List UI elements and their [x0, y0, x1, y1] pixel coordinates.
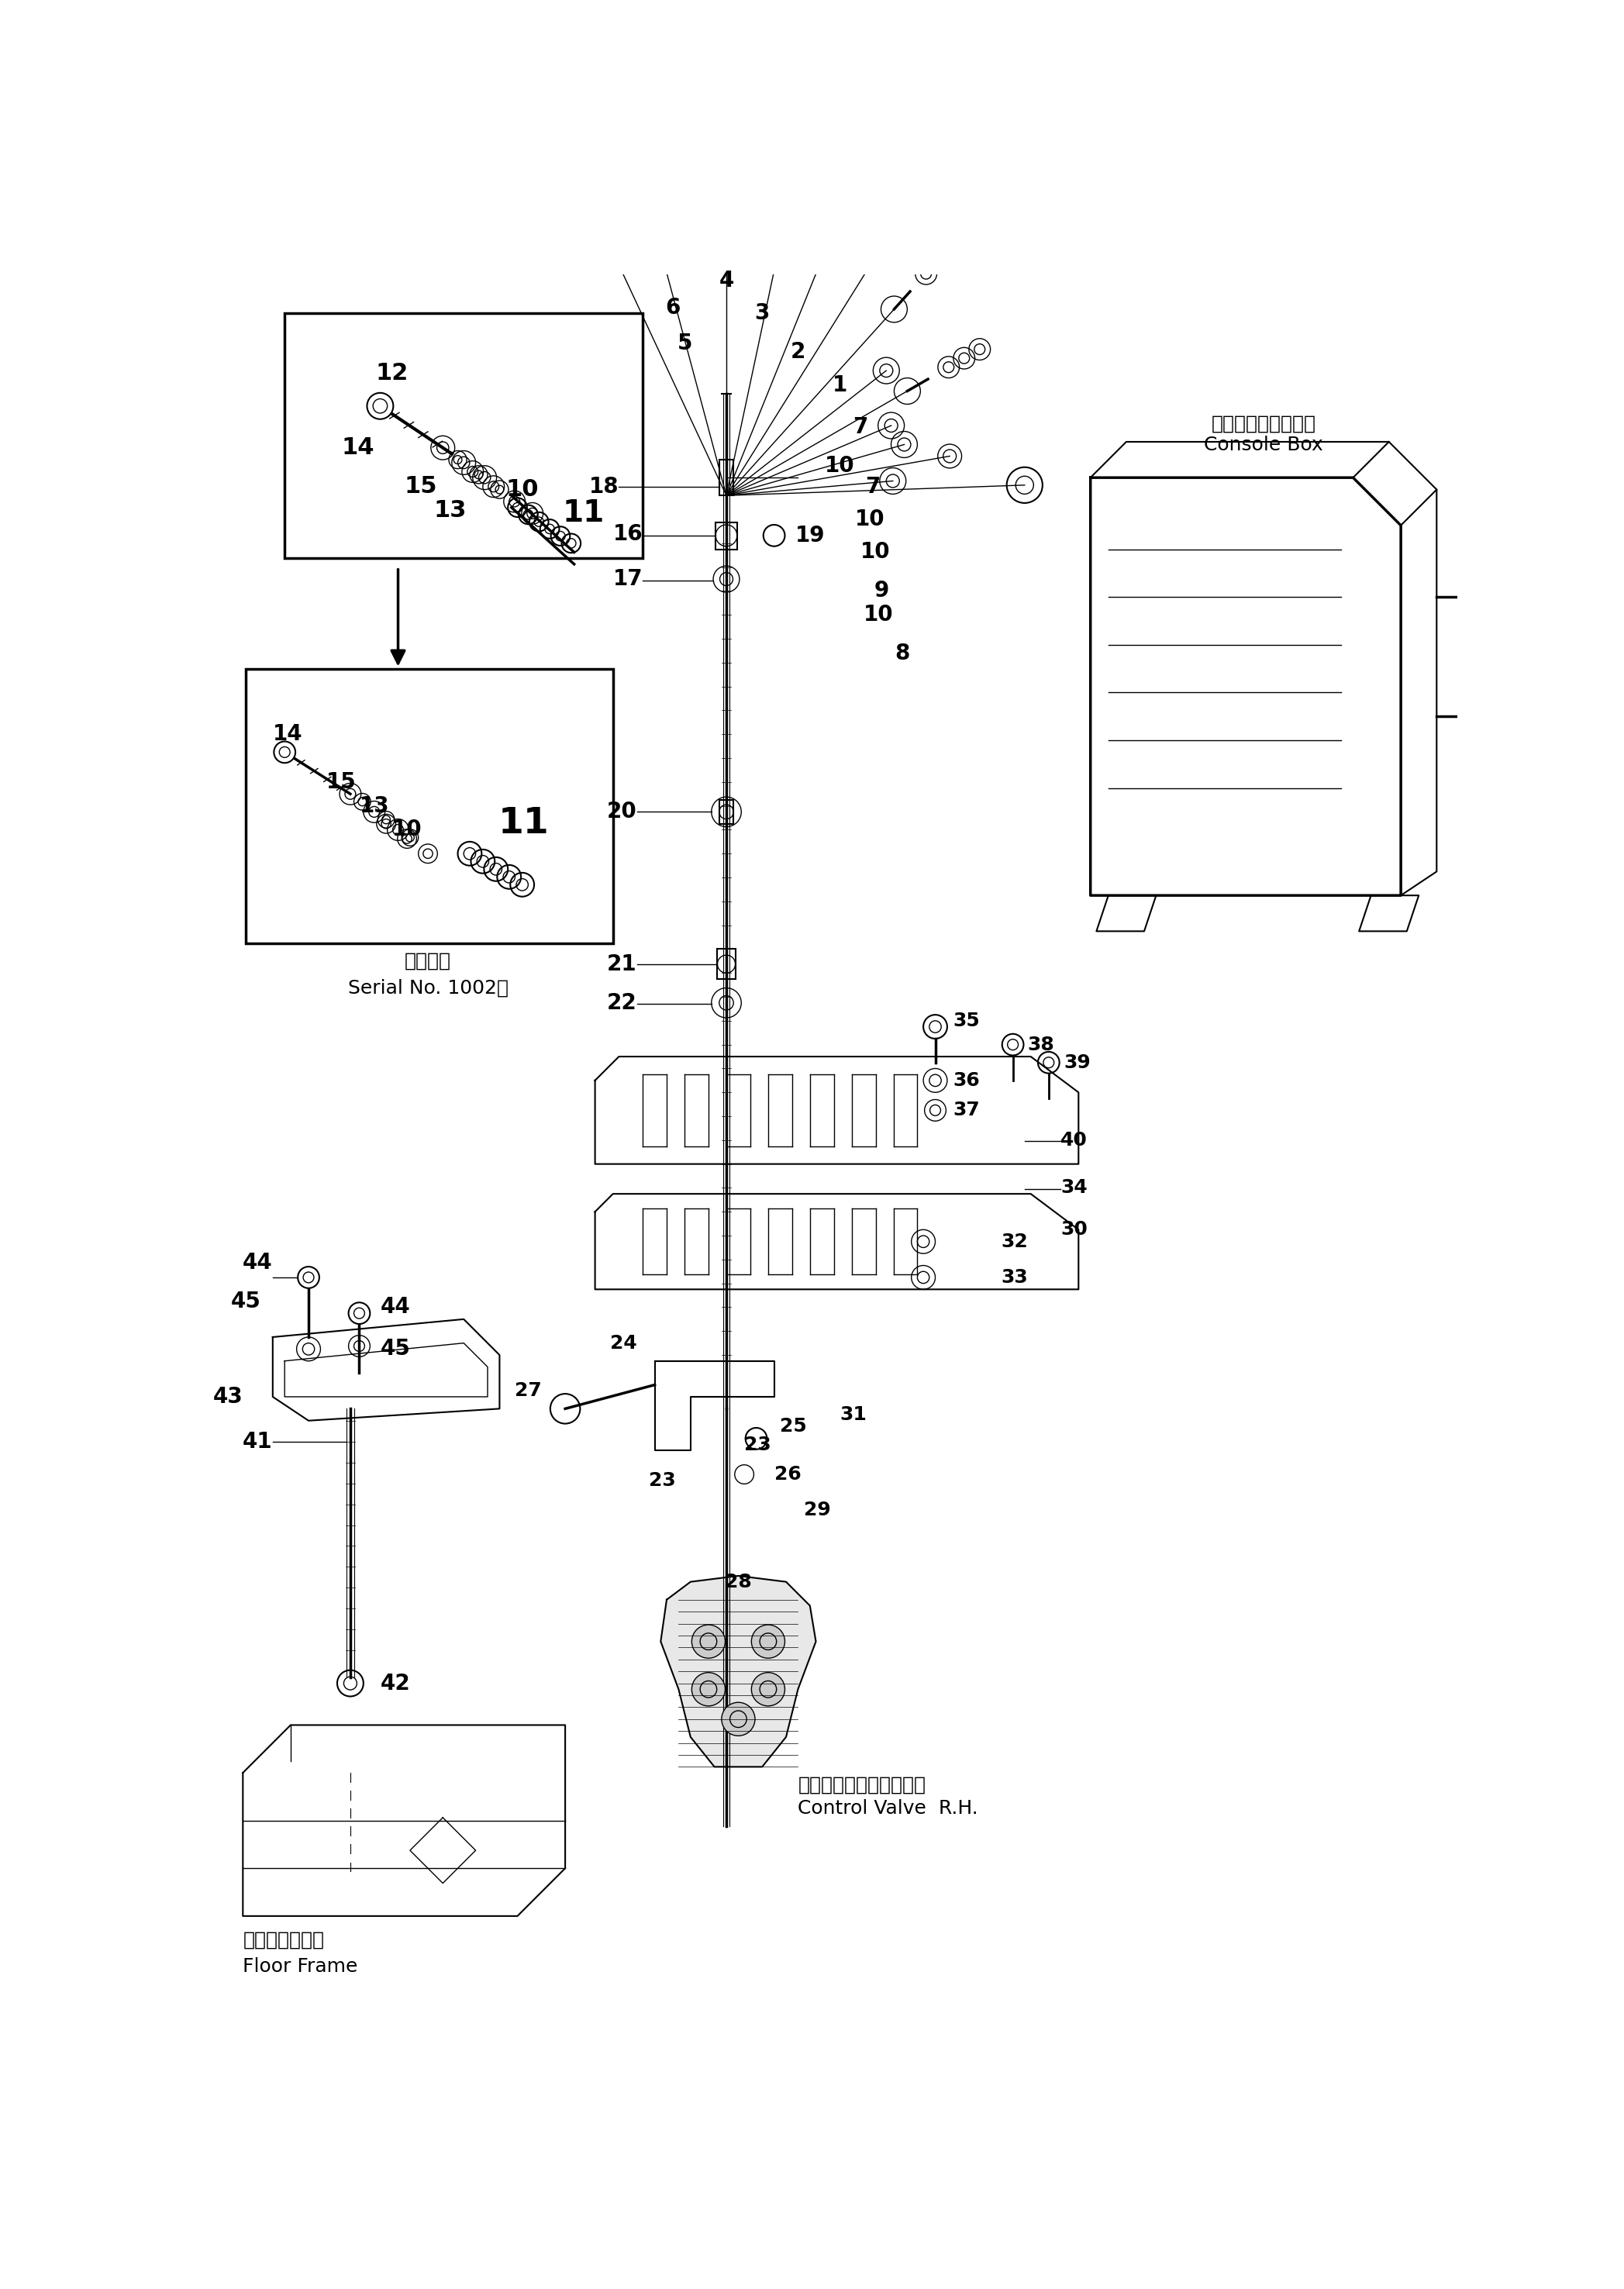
- Text: 30: 30: [1060, 1220, 1088, 1238]
- Text: 45: 45: [231, 1291, 261, 1312]
- Text: 39: 39: [1064, 1053, 1091, 1071]
- Text: 18: 18: [590, 476, 619, 497]
- Bar: [284, 314, 643, 559]
- Text: 36: 36: [953, 1071, 981, 1090]
- Text: Floor Frame: Floor Frame: [244, 1957, 357, 1975]
- Text: 41: 41: [242, 1431, 273, 1454]
- Circle shape: [349, 1302, 370, 1323]
- Text: 10: 10: [505, 478, 539, 501]
- Text: 22: 22: [607, 991, 637, 1014]
- Text: 31: 31: [840, 1405, 867, 1424]
- Bar: [245, 668, 612, 943]
- Polygon shape: [661, 1575, 815, 1767]
- Text: Serial No. 1002～: Serial No. 1002～: [348, 980, 508, 998]
- Text: 14: 14: [273, 723, 302, 746]
- Bar: [716, 522, 737, 549]
- Text: Control Valve  R.H.: Control Valve R.H.: [797, 1799, 978, 1817]
- Text: 3: 3: [755, 302, 770, 325]
- Bar: [719, 460, 734, 494]
- Bar: [718, 950, 736, 980]
- Text: コントロールバルブ右側: コントロールバルブ右側: [797, 1776, 926, 1795]
- Text: 5: 5: [677, 332, 692, 355]
- Text: 10: 10: [391, 819, 422, 840]
- Circle shape: [692, 1625, 726, 1657]
- Text: 6: 6: [666, 298, 680, 318]
- Text: 34: 34: [1060, 1179, 1088, 1197]
- Circle shape: [692, 1673, 726, 1705]
- Text: 7: 7: [866, 476, 880, 497]
- Text: 13: 13: [359, 794, 390, 817]
- Text: 10: 10: [825, 456, 854, 476]
- Text: 17: 17: [612, 568, 643, 591]
- Text: 27: 27: [515, 1383, 541, 1401]
- Text: 14: 14: [341, 437, 374, 460]
- Circle shape: [752, 1673, 784, 1705]
- Text: 44: 44: [380, 1296, 411, 1318]
- Text: 32: 32: [1000, 1231, 1028, 1250]
- Circle shape: [721, 1703, 755, 1735]
- Text: 28: 28: [724, 1573, 752, 1591]
- Text: 24: 24: [611, 1334, 637, 1353]
- Text: 11: 11: [562, 499, 604, 529]
- Text: 26: 26: [775, 1465, 801, 1483]
- Text: 23: 23: [744, 1435, 771, 1454]
- Text: 15: 15: [326, 771, 357, 792]
- Bar: [719, 799, 734, 824]
- Text: 21: 21: [607, 952, 637, 975]
- Text: 29: 29: [804, 1502, 831, 1520]
- Text: 10: 10: [864, 604, 893, 625]
- Text: 2: 2: [791, 341, 806, 364]
- Circle shape: [924, 1014, 947, 1039]
- Text: 44: 44: [242, 1252, 273, 1273]
- Text: 16: 16: [612, 524, 643, 545]
- Text: 40: 40: [1060, 1131, 1088, 1149]
- Text: Console Box: Console Box: [1203, 435, 1324, 453]
- Text: 38: 38: [1028, 1035, 1054, 1053]
- Text: 25: 25: [780, 1417, 807, 1435]
- Text: 33: 33: [1000, 1268, 1028, 1286]
- Text: 1: 1: [833, 373, 848, 396]
- Text: 9: 9: [874, 579, 888, 602]
- Text: フロアフレーム: フロアフレーム: [244, 1930, 325, 1950]
- Text: 12: 12: [375, 362, 409, 385]
- Text: 23: 23: [648, 1472, 676, 1490]
- Text: 45: 45: [380, 1339, 411, 1360]
- Text: 13: 13: [434, 499, 466, 522]
- Text: 8: 8: [895, 643, 909, 664]
- Text: 11: 11: [499, 806, 549, 842]
- Text: 43: 43: [213, 1385, 244, 1408]
- Text: 7: 7: [853, 417, 869, 437]
- Circle shape: [752, 1625, 784, 1657]
- Circle shape: [297, 1266, 320, 1289]
- Text: 37: 37: [953, 1101, 981, 1119]
- Text: コンソールボックス: コンソールボックス: [1212, 414, 1315, 433]
- Text: 10: 10: [854, 508, 885, 531]
- Text: 4: 4: [719, 270, 734, 291]
- Text: 42: 42: [380, 1673, 411, 1694]
- Text: 15: 15: [404, 476, 437, 497]
- Circle shape: [367, 394, 393, 419]
- Text: 19: 19: [796, 524, 825, 547]
- Circle shape: [274, 742, 296, 762]
- Text: 20: 20: [607, 801, 637, 822]
- Text: 35: 35: [953, 1012, 981, 1030]
- Text: 10: 10: [861, 542, 890, 563]
- Text: 適用号機: 適用号機: [404, 952, 451, 971]
